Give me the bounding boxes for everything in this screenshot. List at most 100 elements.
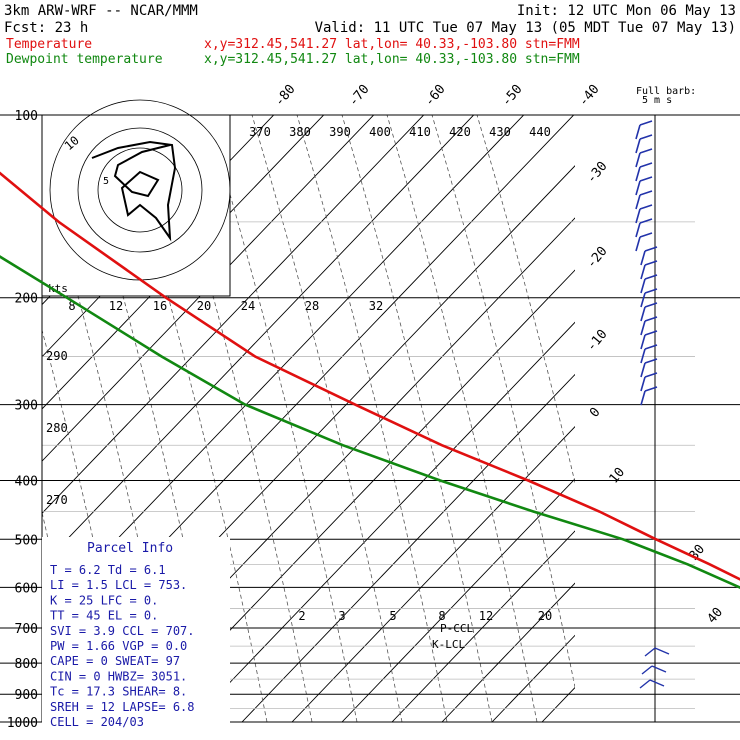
wind-barb bbox=[640, 334, 646, 350]
wind-barb-flag bbox=[644, 344, 658, 350]
isotherm-label-right: -20 bbox=[584, 244, 611, 272]
theta-label: 440 bbox=[529, 125, 551, 139]
wind-barb-flag bbox=[639, 134, 653, 140]
wind-barb bbox=[635, 194, 641, 210]
adiabat-line bbox=[386, 115, 538, 722]
mixing-label: 8 bbox=[68, 299, 75, 313]
isotherm-line bbox=[441, 582, 575, 722]
wind-barb-flag bbox=[639, 162, 653, 168]
theta-label: 390 bbox=[329, 125, 351, 139]
mixing-label: 24 bbox=[241, 299, 255, 313]
parcel-info-row: CIN = 0 HWBZ= 3051. bbox=[50, 669, 187, 683]
wind-barb-flag bbox=[639, 120, 653, 126]
mixing-label: 32 bbox=[369, 299, 383, 313]
temperature-legend: Temperature bbox=[6, 37, 92, 52]
mixing-label-lower: 5 bbox=[389, 609, 396, 623]
isotherm-line bbox=[42, 115, 325, 410]
wind-barb-flag bbox=[644, 260, 658, 266]
parcel-info-row: TT = 45 EL = 0. bbox=[50, 609, 158, 623]
wind-barb-flag bbox=[639, 232, 653, 238]
pressure-label: 600 bbox=[15, 581, 38, 596]
hodograph: 10 5 kts bbox=[41, 99, 231, 297]
adiabat-line bbox=[161, 115, 313, 722]
temperature-line bbox=[0, 171, 740, 581]
isotherm-label-right: 0 bbox=[587, 405, 604, 421]
theta-label-lower: 280 bbox=[46, 421, 68, 435]
adiabat-line bbox=[251, 115, 403, 722]
isotherm-line bbox=[341, 478, 575, 722]
hodograph-units: kts bbox=[48, 282, 68, 295]
wind-barb-flag bbox=[644, 288, 658, 294]
wind-barb bbox=[640, 306, 646, 322]
isotherm-label: -60 bbox=[422, 82, 449, 110]
wind-barb-flag bbox=[639, 190, 653, 196]
hodograph-ring-inner bbox=[97, 147, 183, 233]
theta-label: 380 bbox=[289, 125, 311, 139]
isotherm-line bbox=[241, 373, 575, 722]
barb-legend-title: Full barb: bbox=[636, 86, 696, 97]
dewpoint-line bbox=[0, 255, 740, 590]
isotherm-line bbox=[491, 634, 575, 722]
pressure-label: 800 bbox=[15, 657, 38, 672]
pressure-label: 100 bbox=[15, 109, 38, 124]
isotherm-label-right: -30 bbox=[584, 159, 611, 187]
barb-legend-units: 5 m s bbox=[642, 95, 672, 106]
parcel-info-row: LI = 1.5 LCL = 753. bbox=[50, 578, 187, 592]
hodograph-trace bbox=[91, 140, 177, 242]
wind-barb-flag bbox=[644, 386, 658, 392]
wind-barbs bbox=[635, 120, 670, 689]
isotherm-line bbox=[541, 686, 575, 722]
isotherm-line bbox=[141, 269, 575, 722]
parcel-info-row: Tc = 17.3 SHEAR= 8. bbox=[50, 685, 187, 699]
hodograph-ring-mid bbox=[77, 127, 203, 253]
wind-barb-flag bbox=[639, 176, 653, 182]
isotherm-line bbox=[642, 75, 740, 722]
parcel-info-box: Parcel Info T = 6.2 Td = 6.1LI = 1.5 LCL… bbox=[42, 537, 230, 729]
wind-barb bbox=[640, 278, 646, 294]
wind-barb-flag bbox=[639, 204, 653, 210]
parcel-info-row: SVI = 3.9 CCL = 707. bbox=[50, 624, 195, 638]
wind-barb bbox=[640, 250, 646, 266]
wind-barb bbox=[635, 222, 641, 238]
dewpoint-legend: Dewpoint temperature bbox=[6, 52, 163, 67]
wind-barb bbox=[635, 236, 641, 252]
wind-barb-low bbox=[644, 647, 656, 657]
parcel-info-row: CAPE = 0 SWEAT= 97 bbox=[50, 654, 180, 668]
adiabat-line bbox=[431, 115, 575, 690]
isotherm-label: -70 bbox=[346, 82, 373, 110]
mixing-label-lower: 20 bbox=[538, 609, 552, 623]
mixing-label: 12 bbox=[109, 299, 123, 313]
adiabat-line bbox=[476, 115, 575, 485]
parcel-info-row: SREH = 12 LAPSE= 6.8 bbox=[50, 700, 195, 714]
parcel-info-row: CELL = 204/03 bbox=[50, 715, 144, 729]
wind-barb bbox=[640, 292, 646, 308]
mixing-label-lower: 8 bbox=[438, 609, 445, 623]
wind-barb-flag bbox=[644, 316, 658, 322]
pressure-label: 200 bbox=[15, 292, 38, 307]
pressure-label: 300 bbox=[15, 399, 38, 414]
wind-barb bbox=[640, 348, 646, 364]
mixing-label: 20 bbox=[197, 299, 211, 313]
isotherm-line bbox=[42, 115, 475, 567]
wind-barb bbox=[635, 138, 641, 154]
pressure-label: 400 bbox=[15, 474, 38, 489]
theta-label-lower: 290 bbox=[46, 349, 68, 363]
forecast-hour: Fcst: 23 h bbox=[4, 20, 88, 36]
pressure-label: 700 bbox=[15, 622, 38, 637]
model-title: 3km ARW-WRF -- NCAR/MMM bbox=[4, 3, 198, 19]
wind-barb-flag bbox=[644, 246, 658, 252]
wind-barb bbox=[635, 208, 641, 224]
parcel-info-row: K = 25 LFC = 0. bbox=[50, 593, 158, 607]
wind-barb bbox=[635, 124, 641, 140]
isotherm-line bbox=[191, 321, 575, 722]
lcl-marker: K-LCL bbox=[432, 638, 465, 651]
mixing-label-lower: 12 bbox=[479, 609, 493, 623]
mixing-label: 28 bbox=[305, 299, 319, 313]
wind-barb bbox=[640, 362, 646, 378]
pressure-label: 900 bbox=[15, 688, 38, 703]
wind-barb-flag bbox=[644, 274, 658, 280]
isotherm-label: -50 bbox=[499, 82, 526, 110]
theta-label: 420 bbox=[449, 125, 471, 139]
